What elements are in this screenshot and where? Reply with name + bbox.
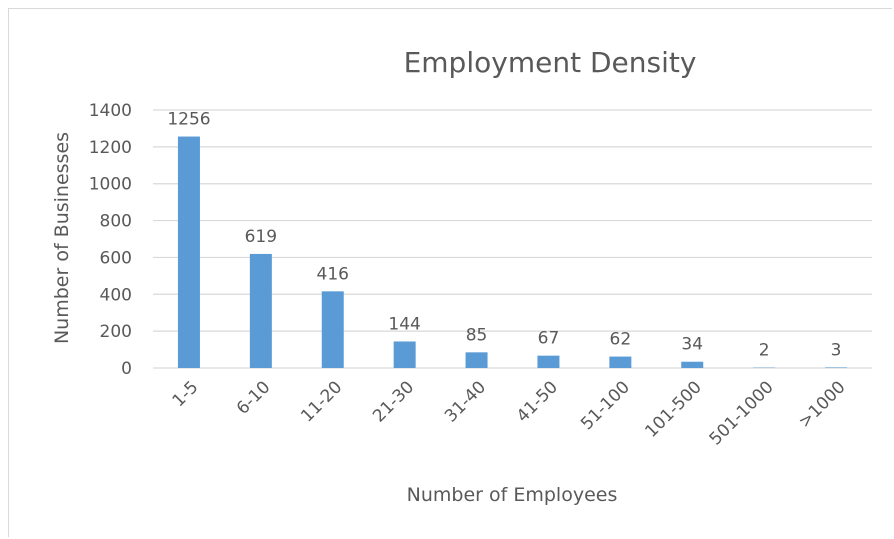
bar (465, 352, 488, 368)
y-tick-label: 0 (121, 359, 132, 379)
y-tick-label: 1400 (89, 101, 132, 121)
data-label: 3 (831, 340, 842, 360)
x-tick-label: 101-500 (641, 377, 705, 441)
data-labels: 1256 619 416 144 85 67 62 34 2 3 (167, 110, 841, 361)
data-label: 34 (681, 335, 703, 355)
data-label: 416 (317, 264, 349, 284)
y-tick-label: 200 (100, 322, 132, 342)
x-tick-label: 1-5 (169, 377, 203, 411)
x-tick-label: 6-10 (233, 377, 274, 418)
bar (321, 291, 344, 368)
bar (249, 253, 272, 368)
y-tick-label: 1200 (89, 138, 132, 158)
chart-title: Employment Density (404, 46, 697, 79)
x-tick-label: >1000 (795, 377, 850, 432)
y-tick-label: 800 (100, 212, 132, 232)
y-tick-label: 400 (100, 285, 132, 305)
y-tick-labels: 0 200 400 600 800 1000 1200 1400 (89, 101, 132, 379)
x-tick-label: 41-50 (513, 377, 562, 426)
x-tick-labels: 1-5 6-10 11-20 21-30 31-40 41-50 51-100 101-500… (169, 377, 850, 449)
data-label: 2 (759, 341, 770, 361)
bar (177, 136, 200, 368)
x-tick-label: 21-30 (369, 377, 418, 426)
y-tick-label: 600 (100, 248, 132, 268)
bar (537, 355, 560, 368)
bar (609, 356, 632, 368)
x-tick-label: 51-100 (577, 377, 634, 434)
y-axis-label: Number of Businesses (51, 132, 73, 344)
data-label: 144 (388, 314, 420, 334)
y-tick-label: 1000 (89, 175, 132, 195)
data-label: 85 (466, 325, 488, 345)
x-tick-label: 31-40 (441, 377, 490, 426)
bar (681, 361, 704, 368)
data-label: 62 (610, 330, 632, 350)
bar (393, 341, 416, 368)
x-axis-label: Number of Employees (407, 484, 618, 506)
x-tick-label: 501-1000 (706, 377, 778, 449)
x-tick-label: 11-20 (297, 377, 346, 426)
gridlines (153, 109, 872, 369)
data-label: 67 (538, 329, 560, 349)
bar (825, 367, 848, 368)
bars (177, 136, 848, 368)
chart-frame (8, 8, 892, 537)
data-label: 1256 (167, 110, 210, 130)
data-label: 619 (245, 227, 277, 247)
